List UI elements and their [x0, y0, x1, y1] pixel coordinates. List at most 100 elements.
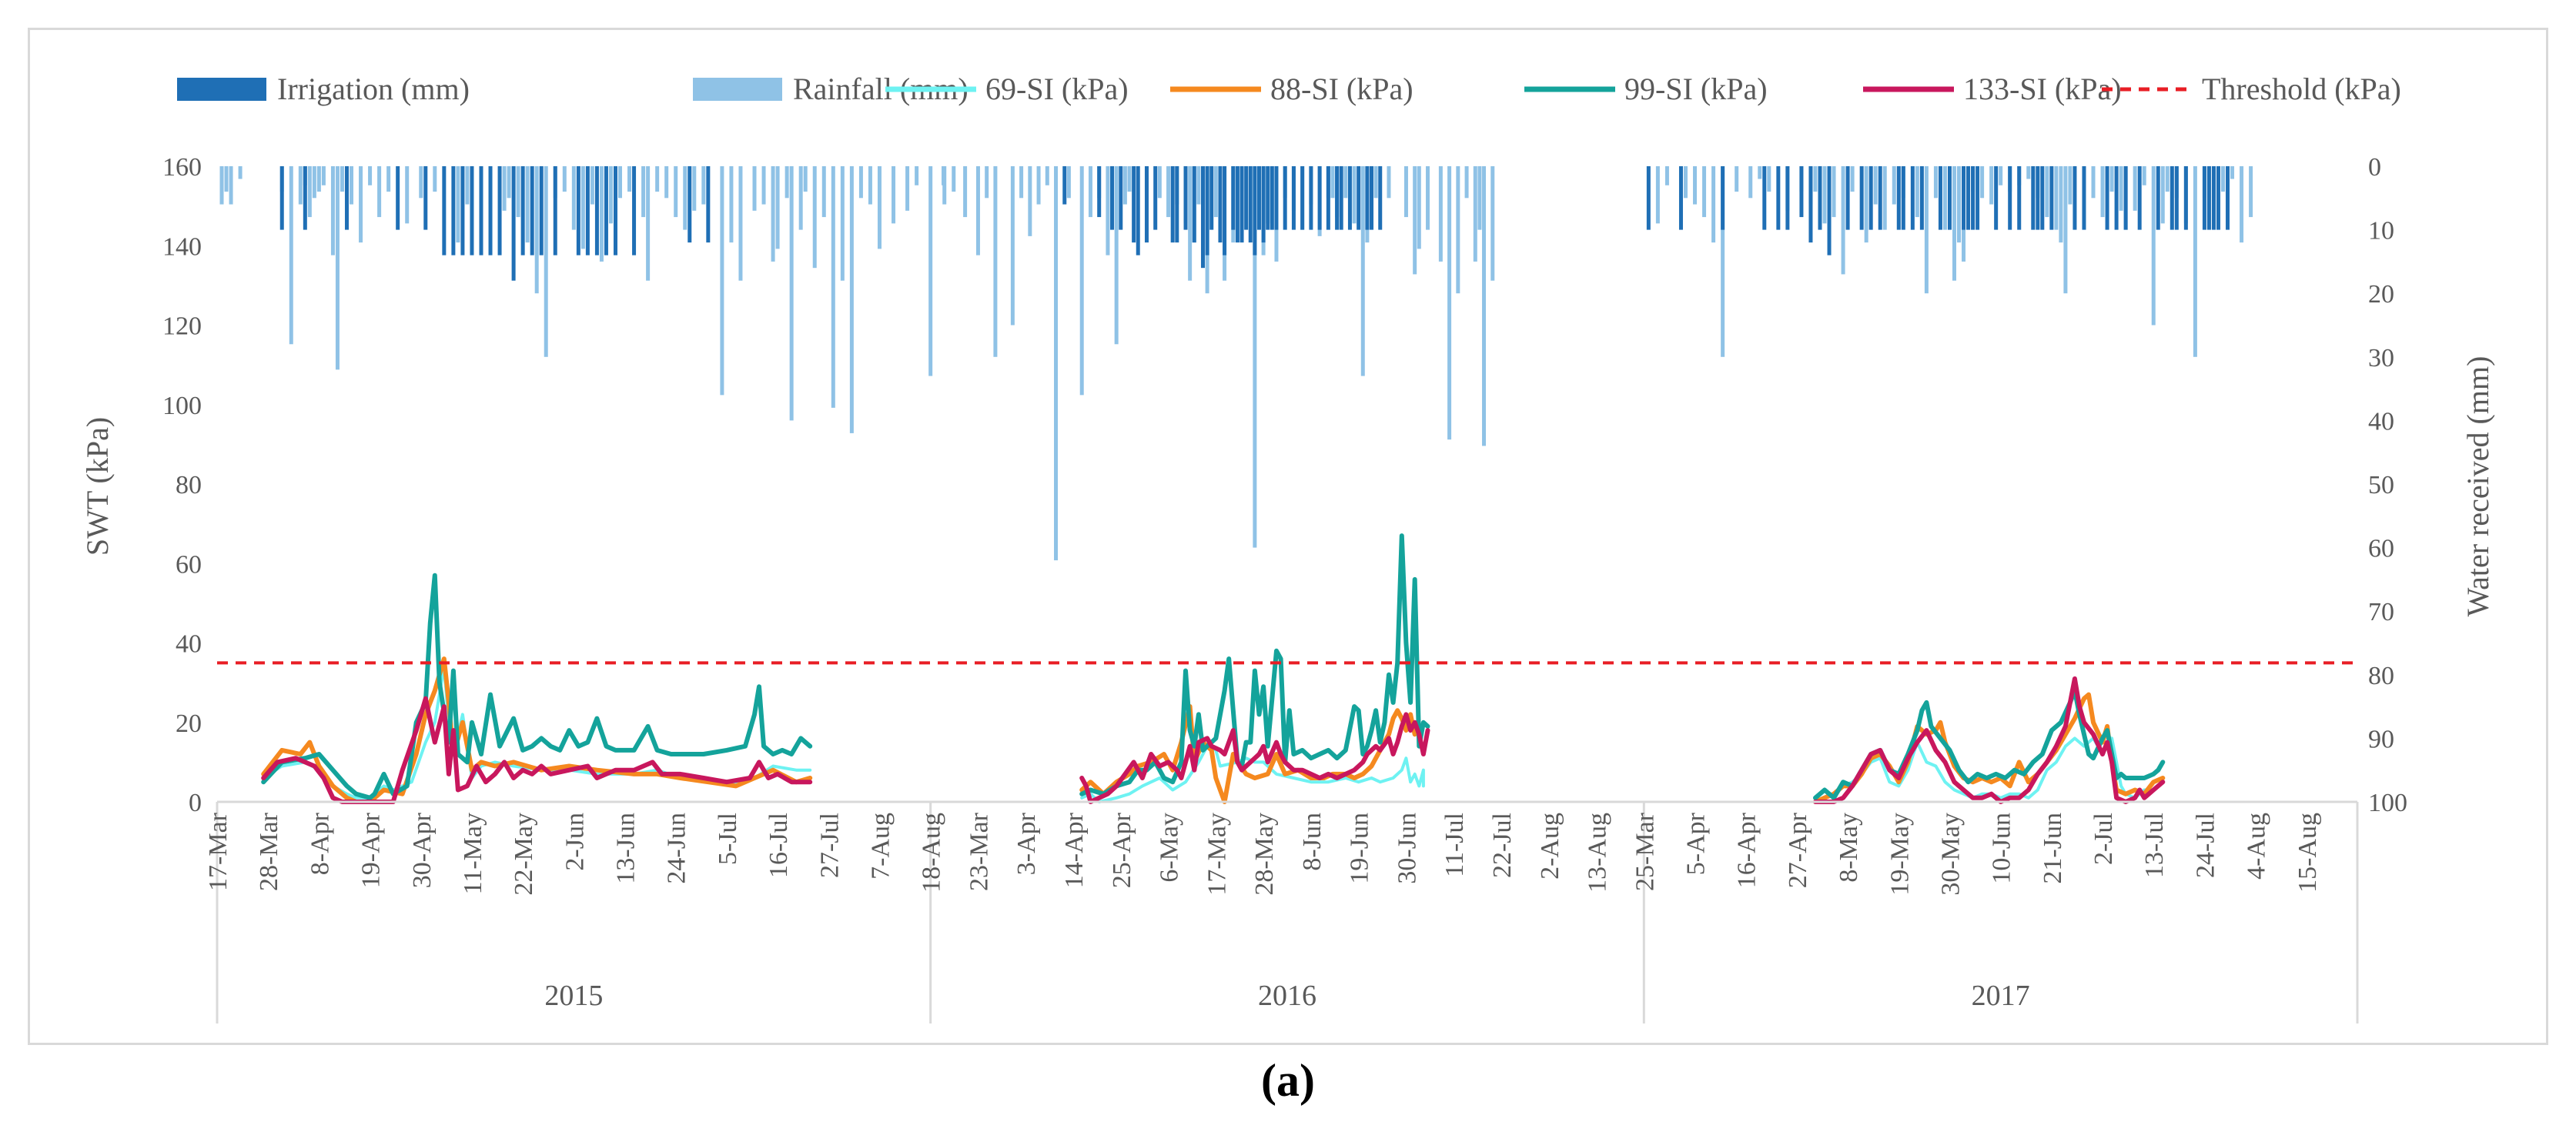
y-tick-label: 100	[162, 392, 202, 420]
irrigation-bar	[488, 166, 493, 255]
x-tick-label: 2-Jun	[560, 813, 589, 871]
x-tick-label: 2-Jul	[2089, 813, 2118, 865]
irrigation-bar	[1291, 166, 1296, 230]
rainfall-bar	[729, 166, 734, 243]
rainfall-bar	[664, 166, 669, 199]
x-tick-label: 17-Mar	[204, 812, 233, 891]
irrigation-bar	[2073, 166, 2077, 230]
rainfall-bar	[289, 166, 293, 345]
irrigation-bar	[1110, 166, 1115, 230]
irrigation-bar	[396, 166, 400, 230]
irrigation-bar	[1845, 166, 1850, 230]
rainfall-bar	[312, 166, 316, 199]
rainfall-bar	[840, 166, 845, 281]
irrigation-bar	[1975, 166, 1980, 230]
rainfall-bar	[2220, 166, 2225, 192]
x-tick-label: 19-May	[1885, 813, 1914, 896]
rainfall-bar	[1019, 166, 1024, 199]
rainfall-bar	[419, 166, 423, 199]
x-tick-label: 11-Jul	[1440, 813, 1469, 877]
x-tick-label: 30-Jun	[1393, 813, 1421, 884]
rainfall-bar	[507, 166, 511, 199]
x-tick-label: 3-Apr	[1012, 812, 1041, 875]
irrigation-bar	[1309, 166, 1313, 230]
irrigation-bar	[1938, 166, 1942, 230]
irrigation-bar	[1335, 166, 1340, 230]
rainfall-bar	[915, 166, 919, 185]
x-tick-label: 16-Apr	[1733, 812, 1761, 888]
rainfall-bar	[1343, 166, 1348, 199]
rainfall-bar	[224, 166, 229, 192]
rainfall-bar	[1045, 166, 1049, 185]
rainfall-bar	[433, 166, 437, 192]
legend-swatch-rainfall	[693, 78, 782, 101]
rainfall-bar	[1196, 166, 1201, 205]
rainfall-bar	[1028, 166, 1032, 236]
irrigation-bar	[1910, 166, 1915, 230]
x-tick-label: 8-Apr	[306, 812, 334, 875]
rainfall-bar	[1010, 166, 1015, 326]
swt-lines	[217, 533, 2357, 804]
rainfall-bar	[1655, 166, 1660, 224]
irrigation-bar	[687, 166, 692, 243]
rainfall-bar	[2160, 166, 2165, 224]
rainfall-bar	[1490, 166, 1495, 281]
rainfall-bar	[2091, 166, 2096, 199]
irrigation-bar	[1231, 166, 1236, 230]
irrigation-bar	[1678, 166, 1683, 230]
rainfall-bar	[1464, 166, 1469, 199]
irrigation-bar	[470, 166, 474, 255]
y-axis-title: SWT (kPa)	[80, 417, 115, 556]
rainfall-bar	[2151, 166, 2156, 326]
y-tick-label: 40	[176, 630, 202, 659]
rainfall-bar	[1924, 166, 1929, 294]
irrigation-bar	[2174, 166, 2179, 230]
rainfall-bar	[1413, 166, 1417, 275]
irrigation-bar	[1218, 166, 1223, 243]
rainfall-bar	[1999, 166, 2003, 185]
irrigation-bar	[2123, 166, 2128, 230]
rainfall-bar	[692, 166, 697, 211]
rainfall-bar	[1473, 166, 1477, 262]
x-tick-label: 19-Apr	[357, 812, 386, 888]
irrigation-bar	[1170, 166, 1175, 243]
x-tick-label: 13-Jun	[612, 813, 641, 884]
rainfall-bar	[1417, 166, 1421, 249]
rainfall-bar	[720, 166, 724, 396]
rainfall-bar	[516, 166, 520, 218]
x-tick-label: 14-Apr	[1060, 812, 1089, 888]
rainfall-bar	[599, 166, 604, 262]
irrigation-bar	[451, 166, 456, 255]
rainfall-bar	[1841, 166, 1845, 275]
irrigation-bar	[553, 166, 557, 255]
rainfall-bar	[2054, 166, 2059, 230]
irrigation-bar	[1175, 166, 1179, 243]
rainfall-bar	[674, 166, 678, 218]
y2-tick-label: 70	[2368, 598, 2394, 626]
rainfall-bar	[2109, 166, 2114, 192]
irrigation-bar	[1971, 166, 1975, 230]
x-tick-label: 18-Aug	[918, 813, 946, 893]
rainfall-bar	[892, 166, 896, 224]
irrigation-bar	[1192, 166, 1196, 243]
rainfall-bar	[1426, 166, 1430, 230]
rainfall-bar	[321, 166, 326, 185]
legend-label-s69: 69-SI (kPa)	[985, 72, 1129, 106]
rainfall-bar	[1352, 166, 1357, 224]
y2-tick-label: 30	[2368, 344, 2394, 372]
rainfall-bar	[1253, 166, 1257, 548]
legend-label-s88: 88-SI (kPa)	[1270, 72, 1413, 106]
irrigation-bar	[1827, 166, 1832, 255]
rainfall-bar	[2063, 166, 2068, 294]
irrigation-bar	[1261, 166, 1266, 243]
rainfall-bar	[928, 166, 933, 376]
legend: Irrigation (mm) Rainfall (mm) 69-SI (kPa) 8…	[177, 72, 2401, 106]
irrigation-bar	[1256, 166, 1261, 230]
irrigation-bar	[1370, 166, 1374, 230]
x-tick-label: 30-Apr	[408, 812, 437, 888]
rainfall-bar	[562, 166, 567, 192]
rainfall-bar	[1721, 166, 1725, 357]
y2-tick-label: 20	[2368, 280, 2394, 309]
irrigation-bar	[613, 166, 617, 255]
x-tick-label: 7-Aug	[866, 813, 895, 880]
